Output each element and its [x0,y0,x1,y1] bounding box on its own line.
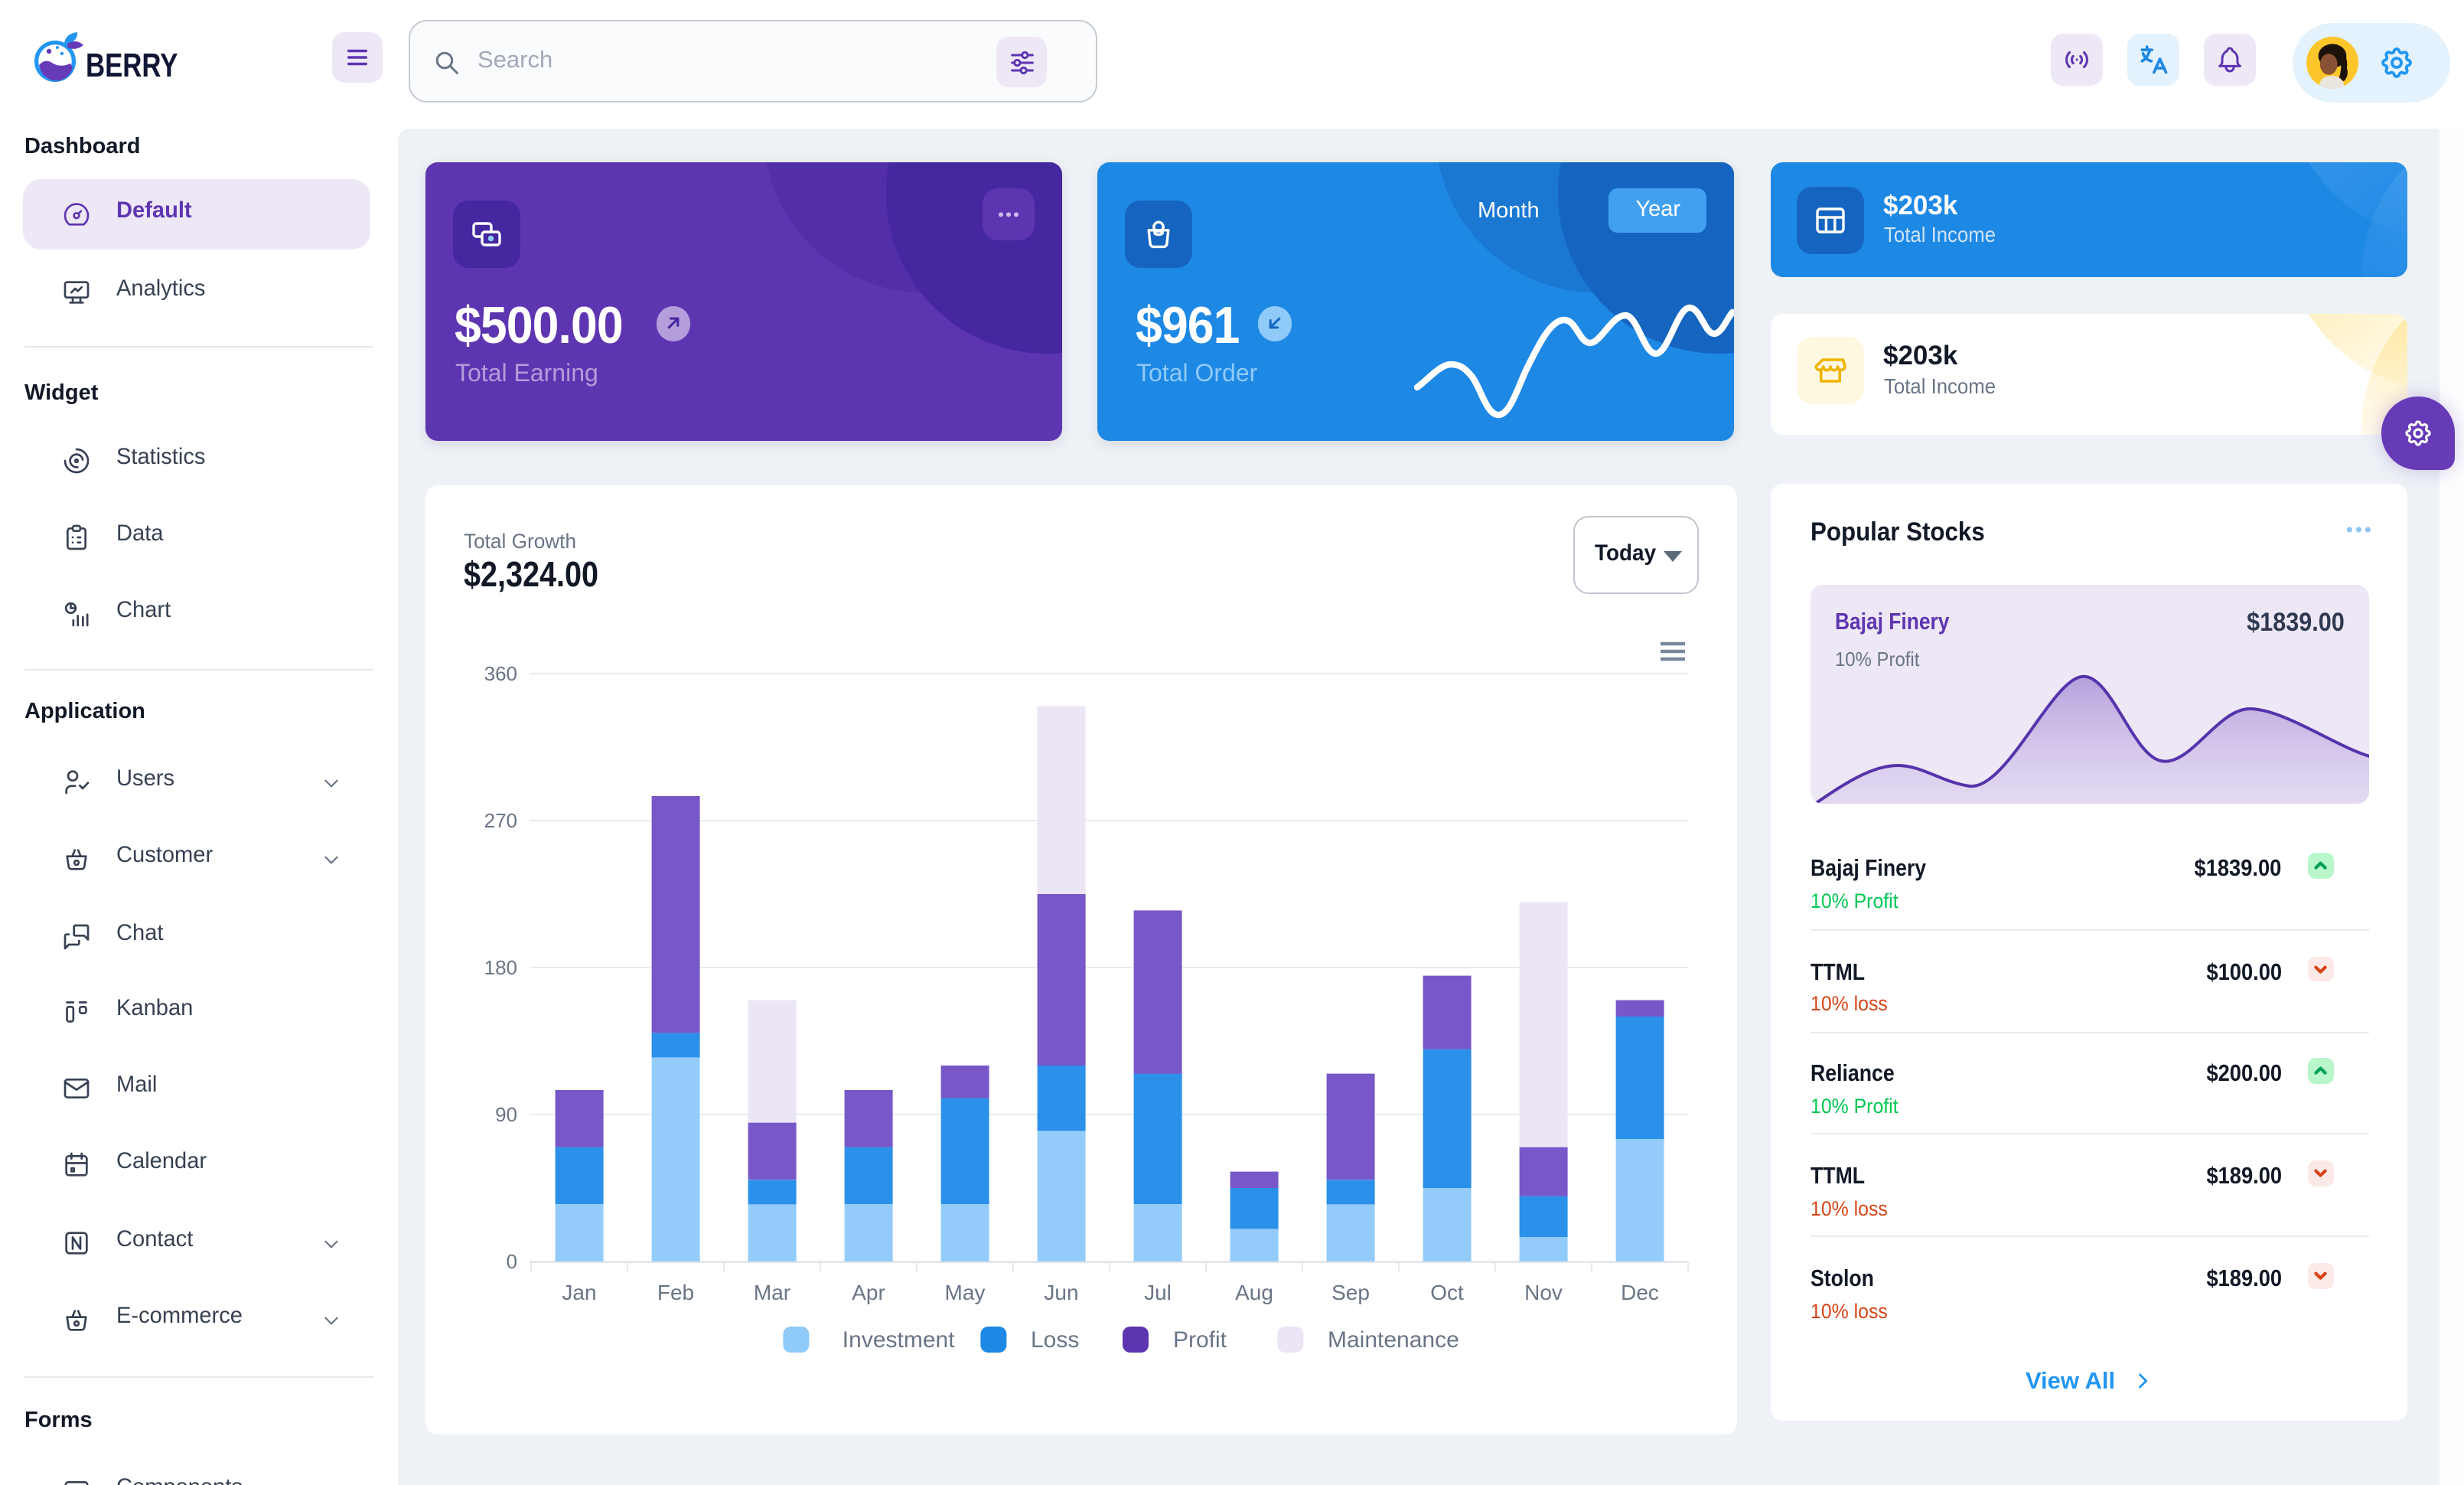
svg-text:Jun: Jun [1044,1281,1078,1304]
svg-text:Feb: Feb [657,1281,694,1304]
svg-text:Loss: Loss [1031,1327,1079,1353]
svg-text:Sep: Sep [1331,1281,1370,1304]
svg-text:Aug: Aug [1235,1281,1273,1304]
svg-text:Maintenance: Maintenance [1328,1327,1459,1353]
svg-text:90: 90 [495,1103,517,1126]
svg-text:Jan: Jan [562,1281,596,1304]
svg-text:Nov: Nov [1524,1281,1563,1304]
svg-text:Oct: Oct [1430,1281,1464,1304]
svg-text:180: 180 [484,956,517,979]
svg-text:Apr: Apr [852,1281,885,1304]
svg-text:Mar: Mar [754,1281,790,1304]
svg-text:0: 0 [507,1250,517,1273]
svg-text:Investment: Investment [843,1327,955,1353]
svg-text:Dec: Dec [1621,1281,1659,1304]
svg-text:May: May [945,1281,986,1304]
svg-text:360: 360 [484,662,517,685]
svg-text:270: 270 [484,809,517,832]
svg-text:Profit: Profit [1173,1327,1227,1353]
svg-text:Jul: Jul [1144,1281,1172,1304]
